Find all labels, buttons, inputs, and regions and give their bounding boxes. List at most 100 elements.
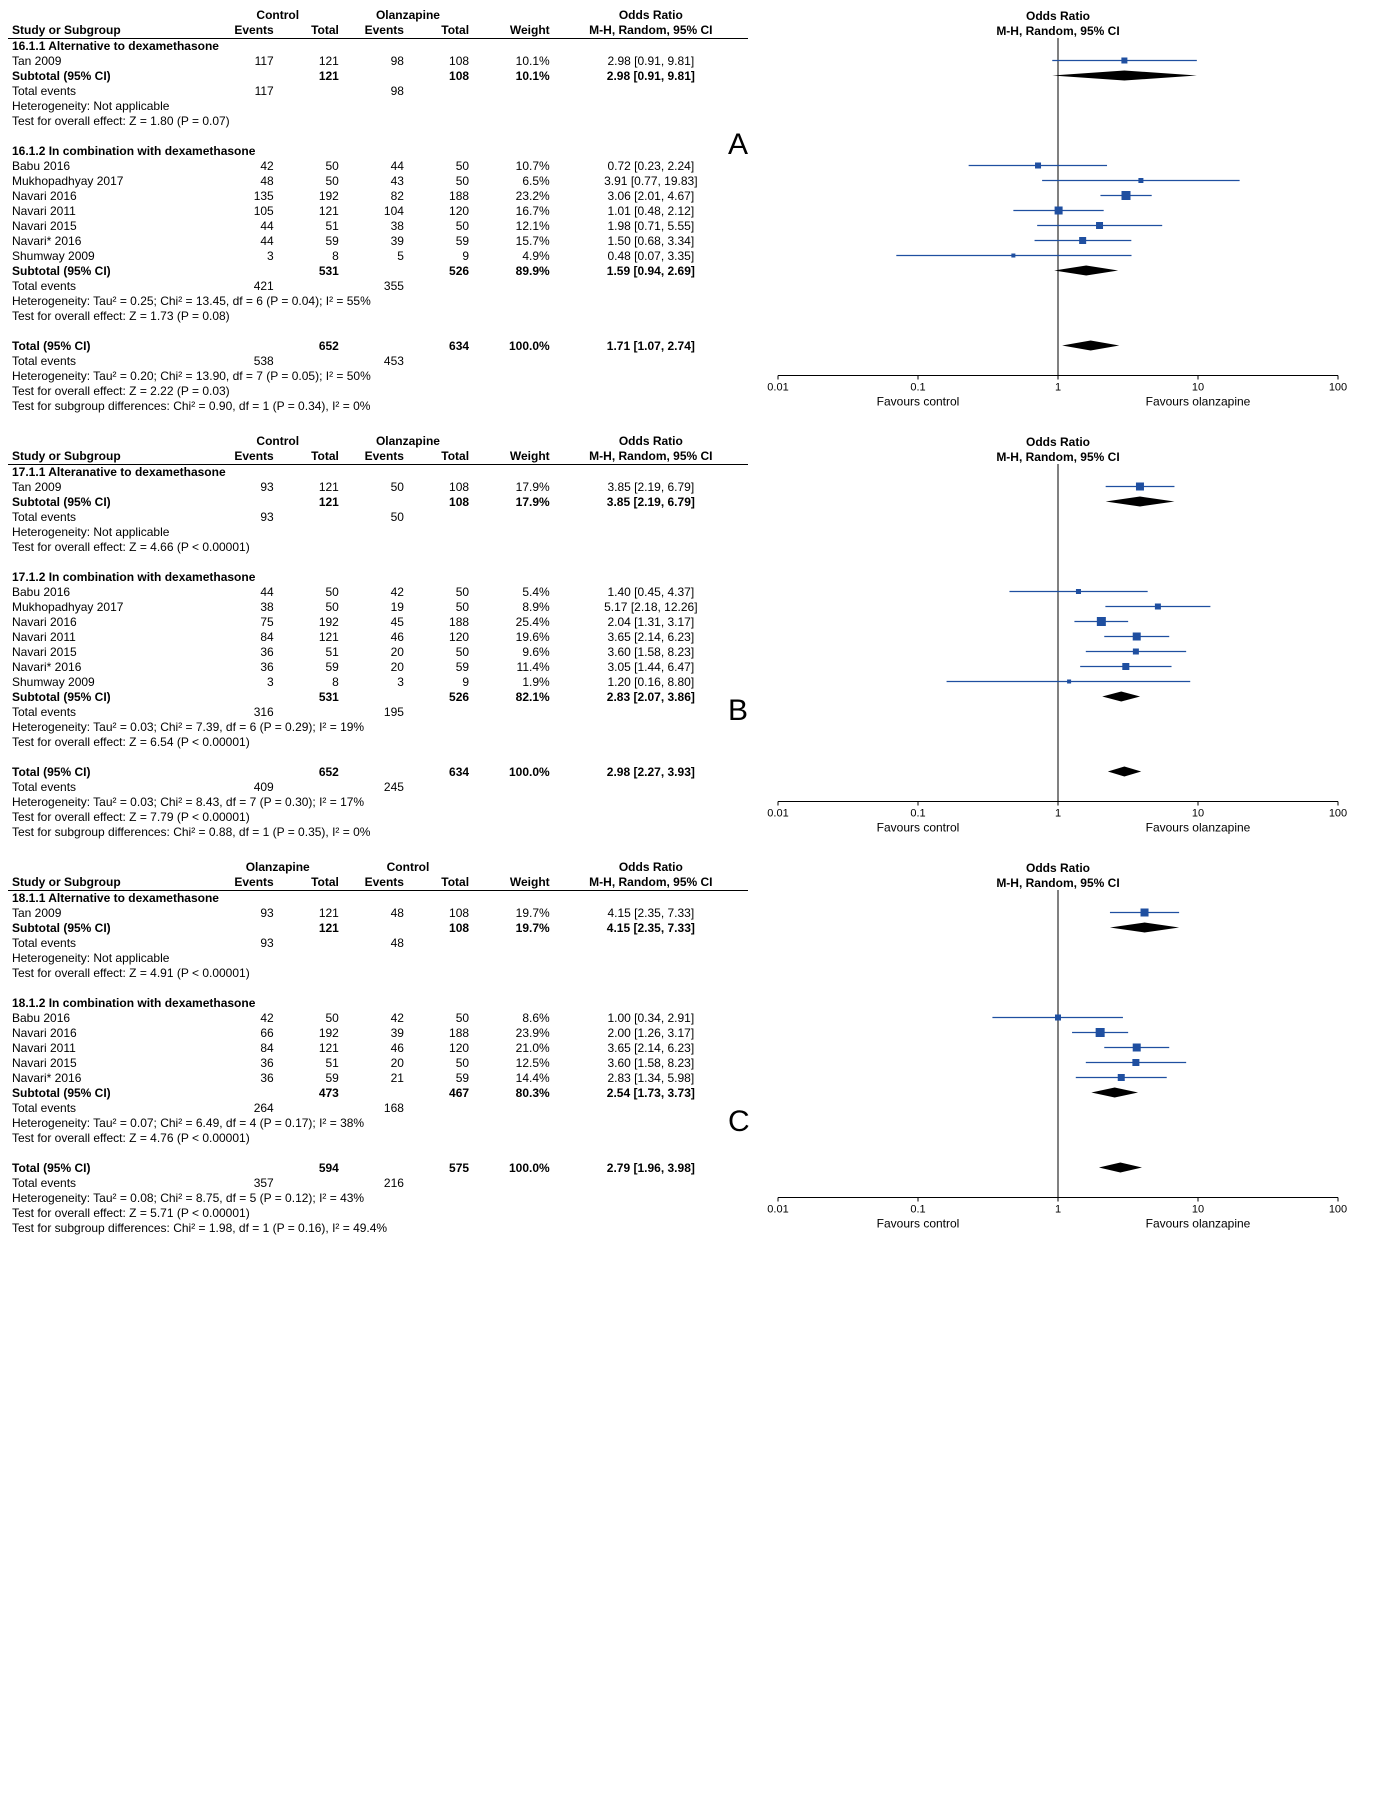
study-row: Navari 2016 66192 39188 23.9%2.00 [1.26,… <box>8 1026 748 1041</box>
col-events2: Events <box>343 23 408 39</box>
overall-effect-text: Test for overall effect: Z = 6.54 (P < 0… <box>8 735 748 750</box>
study-row: Mukhopadhyay 2017 4850 4350 6.5%3.91 [0.… <box>8 174 748 189</box>
svg-text:100: 100 <box>1329 1204 1347 1216</box>
forest-panel-B: Control Olanzapine Odds Ratio Study or S… <box>8 434 1383 842</box>
col-study: Study or Subgroup <box>8 23 213 39</box>
svg-text:Odds Ratio: Odds Ratio <box>1026 9 1090 23</box>
study-row: Navari 2015 4451 3850 12.1%1.98 [0.71, 5… <box>8 219 748 234</box>
subgroup-title: 18.1.1 Alternative to dexamethasone <box>8 891 748 907</box>
col-study: Study or Subgroup <box>8 875 213 891</box>
subgroup-diff: Test for subgroup differences: Chi² = 1.… <box>8 1221 748 1236</box>
col-events1: Events <box>213 875 278 891</box>
study-row: Navari 2011 84121 46120 21.0%3.65 [2.14,… <box>8 1041 748 1056</box>
forest-plot-svg: Odds RatioM-H, Random, 95% CI 0.01 0.1 1 10 1… <box>748 434 1368 839</box>
total-events-label: Total events <box>8 279 213 294</box>
svg-text:100: 100 <box>1329 808 1347 820</box>
subtotal-row: Subtotal (95% CI) 531 526 82.1% 2.83 [2.… <box>8 690 748 705</box>
col-events2: Events <box>343 875 408 891</box>
heterogeneity-text: Heterogeneity: Not applicable <box>8 99 748 114</box>
forest-plot-svg: Odds RatioM-H, Random, 95% CI0.010.11101… <box>748 860 1368 1235</box>
subgroup-diff: Test for subgroup differences: Chi² = 0.… <box>8 399 748 414</box>
col-or: M-H, Random, 95% CI <box>554 23 748 39</box>
study-row: Tan 2009 93121 48108 19.7%4.15 [2.35, 7.… <box>8 906 748 921</box>
subgroup-diff: Test for subgroup differences: Chi² = 0.… <box>8 825 748 840</box>
subtotal-row: Subtotal (95% CI) 531 526 89.9% 1.59 [0.… <box>8 264 748 279</box>
svg-text:M-H, Random, 95% CI: M-H, Random, 95% CI <box>996 450 1119 464</box>
arm1-label: Olanzapine <box>213 860 343 875</box>
overall-effect-text: Test for overall effect: Z = 4.76 (P < 0… <box>8 1131 748 1146</box>
total-events-label: Total events <box>8 705 213 720</box>
subgroup-title: 16.1.1 Alternative to dexamethasone <box>8 39 748 55</box>
col-or: M-H, Random, 95% CI <box>554 875 748 891</box>
col-events2: Events <box>343 449 408 465</box>
favours-right-label: Favours olanzapine <box>1146 1217 1251 1231</box>
arm2-label: Control <box>343 860 473 875</box>
total-events-label: Total events <box>8 1101 213 1116</box>
svg-text:M-H, Random, 95% CI: M-H, Random, 95% CI <box>996 876 1119 890</box>
subgroup-title: 18.1.2 In combination with dexamethasone <box>8 996 748 1011</box>
subtotal-row: Subtotal (95% CI) 121 108 19.7% 4.15 [2.… <box>8 921 748 936</box>
svg-text:10: 10 <box>1192 1204 1204 1216</box>
subgroup-title: 16.1.2 In combination with dexamethasone <box>8 144 748 159</box>
overall-effect-text: Test for overall effect: Z = 4.66 (P < 0… <box>8 540 748 555</box>
favours-left-label: Favours control <box>877 1217 960 1231</box>
favours-right-label: Favours olanzapine <box>1146 821 1251 835</box>
svg-text:Odds Ratio: Odds Ratio <box>1026 435 1090 449</box>
subgroup-title: 17.1.2 In combination with dexamethasone <box>8 570 748 585</box>
col-total2: Total <box>408 23 473 39</box>
subtotal-row: Subtotal (95% CI) 121 108 10.1% 2.98 [0.… <box>8 69 748 84</box>
study-row: Navari 2016 75192 45188 25.4%2.04 [1.31,… <box>8 615 748 630</box>
study-row: Mukhopadhyay 2017 3850 1950 8.9%5.17 [2.… <box>8 600 748 615</box>
forest-table: Control Olanzapine Odds Ratio Study or S… <box>8 434 748 840</box>
total-events-label: Total events <box>8 510 213 525</box>
svg-text:1: 1 <box>1055 1204 1061 1216</box>
heterogeneity-text: Heterogeneity: Tau² = 0.25; Chi² = 13.45… <box>8 294 748 309</box>
panel-letter: C <box>728 1105 750 1139</box>
forest-panel-A: Control Olanzapine Odds Ratio Study or S… <box>8 8 1383 416</box>
total-row: Total (95% CI) 652 634 100.0% 1.71 [1.07… <box>8 339 748 354</box>
arm2-label: Olanzapine <box>343 434 473 449</box>
overall-effect-text: Test for overall effect: Z = 4.91 (P < 0… <box>8 966 748 981</box>
subgroup-title: 17.1.1 Alteranative to dexamethasone <box>8 465 748 481</box>
col-total1: Total <box>278 23 343 39</box>
total-effect: Test for overall effect: Z = 5.71 (P < 0… <box>8 1206 748 1221</box>
study-row: Navari 2015 3651 2050 12.5%3.60 [1.58, 8… <box>8 1056 748 1071</box>
study-row: Navari 2011 84121 46120 19.6%3.65 [2.14,… <box>8 630 748 645</box>
study-row: Navari* 2016 4459 3959 15.7%1.50 [0.68, … <box>8 234 748 249</box>
forest-plot-figure: Control Olanzapine Odds Ratio Study or S… <box>8 8 1383 1238</box>
svg-text:0.01: 0.01 <box>767 808 788 820</box>
arm2-label: Olanzapine <box>343 8 473 23</box>
total-effect: Test for overall effect: Z = 2.22 (P = 0… <box>8 384 748 399</box>
svg-text:Odds Ratio: Odds Ratio <box>1026 861 1090 875</box>
svg-text:10: 10 <box>1192 808 1204 820</box>
favours-right-label: Favours olanzapine <box>1146 395 1251 409</box>
total-heterogeneity: Heterogeneity: Tau² = 0.03; Chi² = 8.43,… <box>8 795 748 810</box>
study-row: Babu 2016 4250 4450 10.7%0.72 [0.23, 2.2… <box>8 159 748 174</box>
svg-text:1: 1 <box>1055 808 1061 820</box>
svg-text:0.1: 0.1 <box>910 808 925 820</box>
total-events-label: Total events <box>8 936 213 951</box>
favours-left-label: Favours control <box>877 821 960 835</box>
col-total1: Total <box>278 449 343 465</box>
total-row: Total (95% CI) 652 634 100.0% 2.98 [2.27… <box>8 765 748 780</box>
study-row: Babu 2016 4450 4250 5.4%1.40 [0.45, 4.37… <box>8 585 748 600</box>
col-total2: Total <box>408 875 473 891</box>
col-events1: Events <box>213 449 278 465</box>
forest-table: Olanzapine Control Odds Ratio Study or S… <box>8 860 748 1236</box>
col-total1: Total <box>278 875 343 891</box>
svg-text:0.1: 0.1 <box>910 382 925 394</box>
study-row: Shumway 2009 38 39 1.9%1.20 [0.16, 8.80] <box>8 675 748 690</box>
subtotal-row: Subtotal (95% CI) 121 108 17.9% 3.85 [2.… <box>8 495 748 510</box>
study-row: Navari 2011 105121 104120 16.7%1.01 [0.4… <box>8 204 748 219</box>
study-row: Shumway 2009 38 59 4.9%0.48 [0.07, 3.35] <box>8 249 748 264</box>
panel-letter: B <box>728 694 748 728</box>
favours-left-label: Favours control <box>877 395 960 409</box>
col-weight: Weight <box>473 875 554 891</box>
overall-effect-text: Test for overall effect: Z = 1.80 (P = 0… <box>8 114 748 129</box>
odds-ratio-header: Odds Ratio <box>554 8 748 23</box>
total-heterogeneity: Heterogeneity: Tau² = 0.20; Chi² = 13.90… <box>8 369 748 384</box>
odds-ratio-header: Odds Ratio <box>554 434 748 449</box>
svg-text:10: 10 <box>1192 382 1204 394</box>
study-row: Navari* 2016 3659 2159 14.4%2.83 [1.34, … <box>8 1071 748 1086</box>
odds-ratio-header: Odds Ratio <box>554 860 748 875</box>
